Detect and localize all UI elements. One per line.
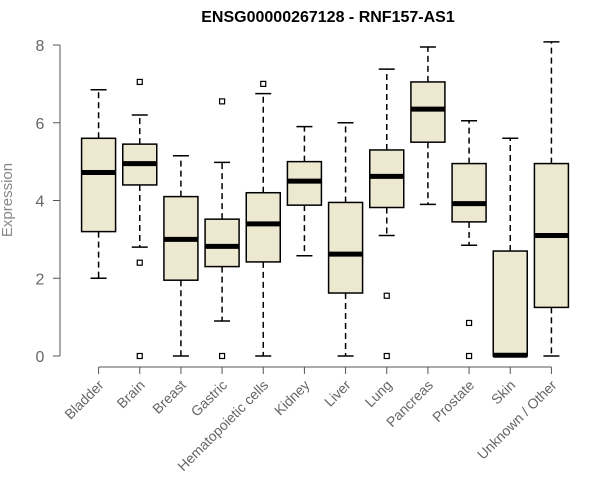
box-group — [122, 78, 158, 360]
outlier-point — [383, 352, 390, 360]
outlier-point — [136, 259, 143, 266]
y-tick-label: 0 — [36, 349, 45, 366]
box-group — [327, 122, 364, 357]
x-tick-label: Lung — [362, 377, 395, 410]
y-tick-label: 4 — [36, 194, 45, 211]
box-group — [492, 137, 528, 358]
outlier-point — [218, 352, 226, 360]
box-group — [369, 68, 405, 360]
box-rect — [451, 162, 487, 223]
chart-title: ENSG00000267128 - RNF157-AS1 — [201, 9, 455, 26]
box-series — [80, 41, 570, 360]
x-tick-label: Prostate — [429, 377, 477, 425]
outlier-point — [218, 98, 226, 105]
box-group — [410, 46, 446, 206]
x-tick-label: Skin — [488, 377, 519, 408]
box-group — [286, 125, 323, 257]
box-group — [204, 98, 240, 360]
box-group — [245, 80, 281, 357]
outlier-point — [260, 80, 267, 87]
outlier-point — [136, 78, 143, 86]
y-tick-label: 2 — [36, 271, 45, 288]
box-rect — [204, 218, 240, 268]
box-group — [451, 120, 487, 360]
box-group — [80, 88, 117, 279]
box-group — [163, 155, 199, 357]
outlier-point — [136, 352, 143, 360]
box-rect — [410, 81, 446, 143]
x-tick-label: Brain — [113, 377, 147, 411]
x-tick-label: Breast — [149, 377, 189, 417]
y-axis: 0 2 4 6 8 — [36, 38, 61, 366]
box-rect — [80, 137, 117, 233]
box-rect — [492, 250, 528, 357]
x-tick-label: Liver — [321, 377, 354, 410]
outlier-point — [383, 292, 390, 299]
outlier-point — [465, 352, 473, 360]
box-rect — [327, 201, 364, 294]
y-tick-label: 8 — [36, 38, 45, 55]
box-rect — [245, 191, 281, 263]
x-tick-label: Bladder — [61, 377, 107, 423]
box-group — [533, 41, 570, 357]
outlier-point — [465, 319, 473, 327]
y-tick-label: 6 — [36, 116, 45, 133]
x-tick-label: Kidney — [271, 377, 313, 419]
y-axis-label: Expression — [0, 163, 16, 237]
